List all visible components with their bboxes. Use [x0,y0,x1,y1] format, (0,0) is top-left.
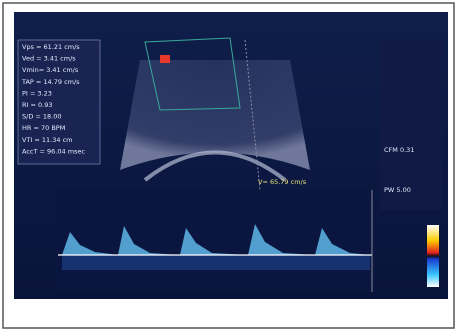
measurement: S/D = 18.00 [22,113,62,121]
info-panel [380,40,442,210]
measurement: HR = 70 BPM [22,124,65,132]
ultrasound-photo: Vps = 61.21 cm/s Ved = 3.41 cm/s Vmin= 3.4… [0,0,457,331]
measurement: PI = 3.23 [22,89,52,97]
velocity-label: V= 65.79 cm/s [258,178,307,186]
measurement: Ved = 3.41 cm/s [22,55,76,63]
flow-spot [160,55,170,63]
color-bar [427,225,439,287]
measurement: Vps = 61.21 cm/s [22,43,80,51]
measurement: VTI = 11.34 cm [22,136,73,144]
measurement: RI = 0.93 [22,101,53,109]
setting: CFM 0.31 [384,146,414,154]
measurement: TAP = 14.79 cm/s [21,78,80,86]
measurement: Vmin= 3.41 cm/s [22,66,79,74]
setting: PW 5.00 [384,186,411,194]
measurement: AccT = 96.04 msec [22,147,85,155]
waveform-below [62,255,370,270]
